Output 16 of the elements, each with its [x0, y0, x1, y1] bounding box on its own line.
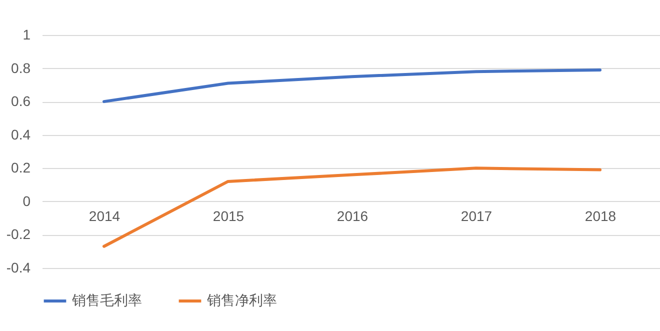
- y-tick-label: 0.6: [11, 93, 31, 110]
- y-tick-label: 0: [22, 192, 31, 209]
- x-tick-label: 2014: [88, 208, 120, 224]
- legend-label: 销售毛利率: [71, 293, 142, 309]
- x-tick-label: 2016: [336, 208, 368, 224]
- line-series: [102, 68, 602, 104]
- y-tick-label: -0.4: [6, 260, 31, 276]
- y-tick-label: 0.2: [11, 160, 31, 176]
- y-tick-label: 0.4: [11, 126, 31, 142]
- y-tick-label: 0.8: [11, 60, 31, 76]
- y-tick-label: -0.2: [6, 226, 31, 242]
- x-tick-label: 2018: [584, 208, 616, 224]
- x-tick-label: 2015: [212, 208, 244, 224]
- x-tick-label: 2017: [460, 208, 492, 224]
- y-tick-label: 1: [22, 26, 31, 42]
- legend-label: 销售净利率: [206, 293, 277, 309]
